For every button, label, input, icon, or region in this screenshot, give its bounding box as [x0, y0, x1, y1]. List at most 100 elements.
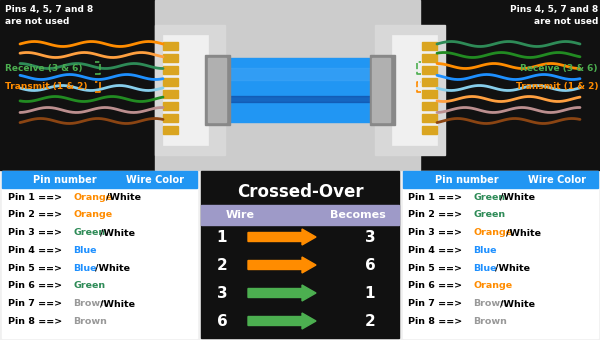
Text: 1: 1 — [217, 230, 227, 244]
Text: Green: Green — [73, 282, 105, 290]
Text: Transmit (1 & 2): Transmit (1 & 2) — [5, 83, 88, 91]
FancyArrow shape — [248, 257, 316, 273]
Text: Blue: Blue — [473, 264, 497, 273]
FancyArrow shape — [248, 229, 316, 245]
Bar — [422, 54, 437, 62]
Text: /White: /White — [101, 228, 136, 237]
Bar — [403, 171, 598, 188]
Text: Transmit (1 & 2): Transmit (1 & 2) — [515, 83, 598, 91]
Text: Pin 6 ==>: Pin 6 ==> — [408, 282, 466, 290]
Bar — [375, 25, 445, 155]
Text: Becomes: Becomes — [330, 210, 386, 220]
Text: Orange: Orange — [473, 282, 512, 290]
Bar — [163, 90, 178, 98]
Bar — [208, 58, 226, 122]
Bar — [163, 78, 178, 86]
Bar — [163, 42, 178, 50]
Text: Pin number: Pin number — [435, 175, 499, 185]
Text: Brown: Brown — [473, 299, 507, 308]
Bar — [163, 102, 178, 110]
Bar — [163, 114, 178, 122]
Text: Pin 5 ==>: Pin 5 ==> — [408, 264, 465, 273]
Text: Blue: Blue — [73, 246, 97, 255]
Bar — [201, 171, 399, 338]
Bar — [163, 54, 178, 62]
Bar — [2, 171, 197, 338]
Text: Green: Green — [473, 210, 505, 219]
Bar — [2, 171, 197, 188]
Text: Pin 3 ==>: Pin 3 ==> — [8, 228, 65, 237]
Bar — [205, 55, 230, 125]
Text: Brown: Brown — [73, 317, 107, 326]
Text: Pin 4 ==>: Pin 4 ==> — [8, 246, 65, 255]
Text: /White: /White — [101, 299, 136, 308]
Bar — [372, 58, 390, 122]
Text: Orange: Orange — [473, 228, 512, 237]
Bar — [155, 25, 225, 155]
Text: Pin 4 ==>: Pin 4 ==> — [408, 246, 466, 255]
Text: Pin 2 ==>: Pin 2 ==> — [8, 210, 65, 219]
Text: Receive (3 & 6): Receive (3 & 6) — [5, 64, 83, 72]
Text: Wire: Wire — [226, 210, 254, 220]
Bar — [225, 68, 375, 80]
Text: Pin 1 ==>: Pin 1 ==> — [408, 192, 466, 202]
Text: 6: 6 — [365, 257, 376, 272]
Bar — [422, 78, 437, 86]
Text: Pins 4, 5, 7 and 8
are not used: Pins 4, 5, 7 and 8 are not used — [5, 5, 93, 26]
Text: Green: Green — [473, 192, 505, 202]
Text: Brown: Brown — [473, 317, 507, 326]
Bar — [422, 66, 437, 74]
Text: Crossed-Over: Crossed-Over — [236, 183, 364, 201]
Text: Pin 1 ==>: Pin 1 ==> — [8, 192, 65, 202]
Text: Pin 5 ==>: Pin 5 ==> — [8, 264, 65, 273]
Text: Receive (3 & 6): Receive (3 & 6) — [521, 64, 598, 72]
Text: /White: /White — [106, 192, 141, 202]
Text: 3: 3 — [365, 230, 376, 244]
Text: Blue: Blue — [73, 264, 97, 273]
Text: Pin number: Pin number — [33, 175, 97, 185]
Bar — [403, 171, 598, 338]
Bar — [422, 42, 437, 50]
FancyArrow shape — [248, 313, 316, 329]
Bar — [422, 102, 437, 110]
Text: 2: 2 — [365, 313, 376, 328]
Text: 3: 3 — [217, 286, 227, 301]
Bar — [225, 96, 375, 102]
FancyArrow shape — [248, 285, 316, 301]
Text: Wire Color: Wire Color — [126, 175, 184, 185]
Text: /White: /White — [500, 192, 536, 202]
Text: Pin 3 ==>: Pin 3 ==> — [408, 228, 465, 237]
Text: Pins 4, 5, 7 and 8
are not used: Pins 4, 5, 7 and 8 are not used — [510, 5, 598, 26]
Bar — [225, 58, 375, 122]
Text: 6: 6 — [217, 313, 227, 328]
Text: Orange: Orange — [73, 210, 112, 219]
Bar — [155, 0, 420, 170]
Bar — [422, 126, 437, 134]
Text: Pin 8 ==>: Pin 8 ==> — [8, 317, 65, 326]
Bar — [163, 126, 178, 134]
Text: Pin 8 ==>: Pin 8 ==> — [408, 317, 466, 326]
Bar — [201, 205, 399, 225]
Text: Pin 2 ==>: Pin 2 ==> — [408, 210, 466, 219]
Text: Brown: Brown — [73, 299, 107, 308]
Text: 1: 1 — [365, 286, 375, 301]
Bar — [0, 0, 160, 170]
Bar — [422, 114, 437, 122]
Text: Green: Green — [73, 228, 105, 237]
Text: 2: 2 — [217, 257, 227, 272]
Bar — [415, 0, 600, 170]
Bar — [370, 55, 395, 125]
Bar — [392, 35, 437, 145]
Bar — [163, 66, 178, 74]
Text: /White: /White — [506, 228, 541, 237]
Text: Pin 7 ==>: Pin 7 ==> — [8, 299, 65, 308]
Text: /White: /White — [495, 264, 530, 273]
Text: /White: /White — [95, 264, 130, 273]
Text: Wire Color: Wire Color — [528, 175, 586, 185]
Text: /White: /White — [500, 299, 536, 308]
Bar — [163, 35, 208, 145]
Text: Orange: Orange — [73, 192, 112, 202]
Text: Pin 7 ==>: Pin 7 ==> — [408, 299, 466, 308]
Text: Blue: Blue — [473, 246, 497, 255]
Text: Pin 6 ==>: Pin 6 ==> — [8, 282, 65, 290]
